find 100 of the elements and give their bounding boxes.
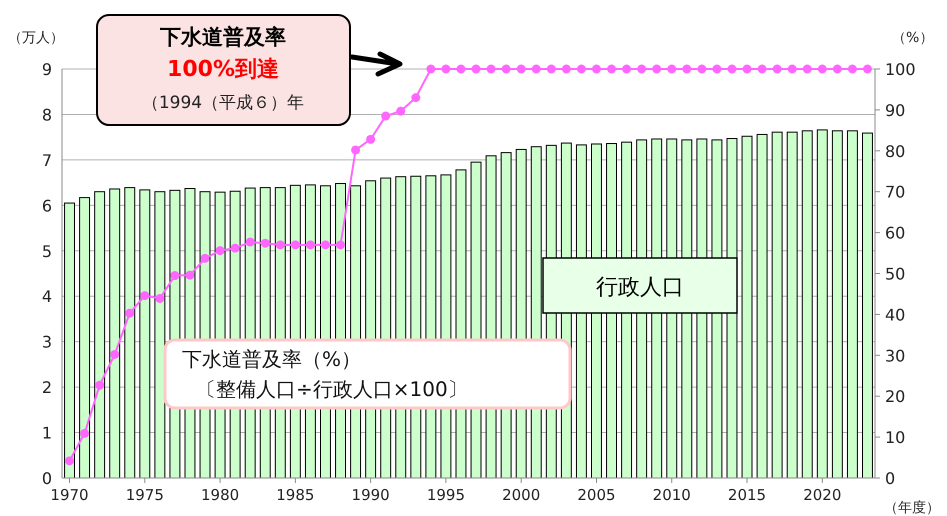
point: [110, 350, 120, 359]
bar: [862, 132, 873, 478]
point: [472, 64, 481, 74]
point: [758, 64, 767, 74]
bar: [124, 187, 136, 478]
x-tick-label: 1975: [126, 486, 164, 504]
point: [667, 64, 676, 74]
point: [306, 240, 315, 250]
point: [486, 64, 496, 74]
point: [366, 134, 376, 144]
bar: [786, 132, 798, 478]
point: [832, 64, 842, 74]
y-tick-label: 6: [42, 196, 52, 216]
point: [216, 246, 225, 256]
series-label: 行政人口: [596, 275, 684, 300]
y2-tick-label: 100: [885, 60, 916, 79]
y-tick-label: 9: [42, 60, 52, 79]
y-axis-title: （万人）: [8, 30, 64, 46]
bar: [79, 197, 90, 478]
annotation: 下水道普及率（%）: [182, 347, 362, 371]
annotation: 〔整備人口÷行政人口×100〕: [196, 377, 468, 401]
point: [411, 93, 420, 102]
point: [802, 64, 812, 74]
y2-tick-label: 0: [885, 469, 896, 488]
y2-tick-label: 20: [885, 387, 906, 406]
point: [848, 64, 857, 74]
point: [862, 64, 872, 74]
point: [230, 244, 240, 253]
point: [441, 64, 450, 74]
point: [200, 254, 210, 263]
point: [607, 64, 616, 74]
point: [772, 64, 782, 74]
point: [546, 64, 556, 74]
x-tick-label: 2015: [728, 486, 766, 504]
point: [320, 240, 330, 250]
bar: [109, 188, 120, 478]
y-tick-label: 0: [42, 469, 52, 488]
point: [818, 64, 827, 74]
y-tick-label: 1: [42, 424, 52, 443]
x-tick-label: 2020: [803, 486, 842, 504]
point: [697, 64, 706, 74]
x-tick-label: 1980: [200, 486, 240, 504]
annotation: 下水道普及率: [160, 25, 286, 49]
bar: [756, 134, 768, 478]
x-tick-label: 1985: [276, 486, 314, 504]
point: [276, 240, 285, 250]
y2-tick-label: 10: [885, 428, 906, 448]
y-tick-label: 7: [42, 150, 52, 170]
y-tick-label: 4: [42, 287, 52, 306]
point: [592, 64, 601, 74]
bar: [772, 132, 783, 478]
bar: [816, 129, 828, 478]
point: [652, 64, 662, 74]
y2-tick-label: 80: [885, 142, 906, 161]
point: [576, 64, 586, 74]
point: [125, 308, 134, 318]
point: [622, 64, 632, 74]
point: [140, 291, 150, 300]
point: [788, 64, 797, 74]
point: [170, 271, 180, 280]
y-tick-label: 5: [42, 242, 52, 261]
x-tick-label: 1990: [352, 486, 390, 504]
point: [80, 428, 90, 438]
point: [185, 270, 194, 280]
y2-tick-label: 70: [885, 182, 906, 202]
point: [637, 64, 646, 74]
y2-tick-label: 40: [885, 305, 906, 324]
point: [712, 64, 722, 74]
point: [290, 240, 300, 250]
y2-tick-label: 50: [885, 264, 906, 284]
annotation: 100%到達: [167, 57, 279, 82]
bar: [94, 191, 106, 478]
point: [336, 240, 346, 250]
x-tick-label: 1995: [426, 486, 466, 504]
point: [516, 64, 526, 74]
point: [682, 64, 692, 74]
point: [742, 64, 752, 74]
point: [95, 380, 104, 390]
point: [562, 64, 571, 74]
point: [532, 64, 541, 74]
y2-tick-label: 60: [885, 224, 906, 243]
y2-tick-label: 90: [885, 100, 906, 120]
bar: [832, 130, 843, 478]
bar: [846, 130, 858, 478]
y-tick-label: 8: [42, 105, 52, 124]
bar: [64, 202, 75, 478]
point: [65, 456, 74, 466]
x-tick-label: 2010: [652, 486, 691, 504]
y2-axis-title: （%）: [892, 30, 934, 46]
point: [246, 238, 255, 247]
x-tick-label: 2000: [502, 486, 540, 504]
point: [351, 145, 360, 154]
point: [155, 294, 164, 303]
point: [426, 64, 436, 74]
y-tick-label: 2: [42, 378, 52, 398]
point: [260, 238, 270, 248]
point: [381, 112, 390, 121]
y-tick-label: 3: [42, 332, 52, 352]
x-axis-title: （年度）: [884, 500, 940, 516]
bar: [802, 130, 813, 478]
